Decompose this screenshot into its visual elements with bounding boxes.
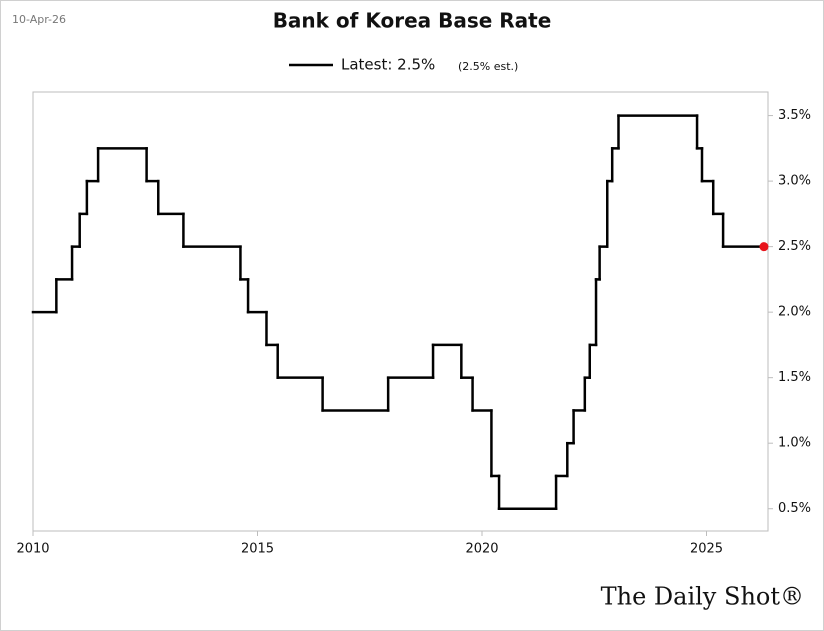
y-tick-label: 1.0% — [778, 436, 811, 451]
chart-title: Bank of Korea Base Rate — [273, 9, 552, 33]
y-tick-label: 2.5% — [778, 239, 811, 254]
y-tick-label: 3.5% — [778, 108, 811, 123]
x-tick-label: 2010 — [16, 542, 49, 557]
y-tick-label: 1.5% — [778, 370, 811, 385]
end-marker — [759, 242, 769, 252]
legend-label: Latest: 2.5% — [341, 56, 435, 74]
date-stamp: 10-Apr-26 — [12, 13, 66, 26]
source-logo: The Daily Shot® — [601, 583, 804, 611]
x-tick-label: 2015 — [241, 542, 274, 557]
x-tick-label: 2020 — [465, 542, 498, 557]
y-tick-label: 3.0% — [778, 174, 811, 189]
y-tick-label: 0.5% — [778, 501, 811, 516]
x-tick-label: 2025 — [690, 542, 723, 557]
y-tick-label: 2.0% — [778, 305, 811, 320]
legend-note: (2.5% est.) — [458, 60, 518, 73]
